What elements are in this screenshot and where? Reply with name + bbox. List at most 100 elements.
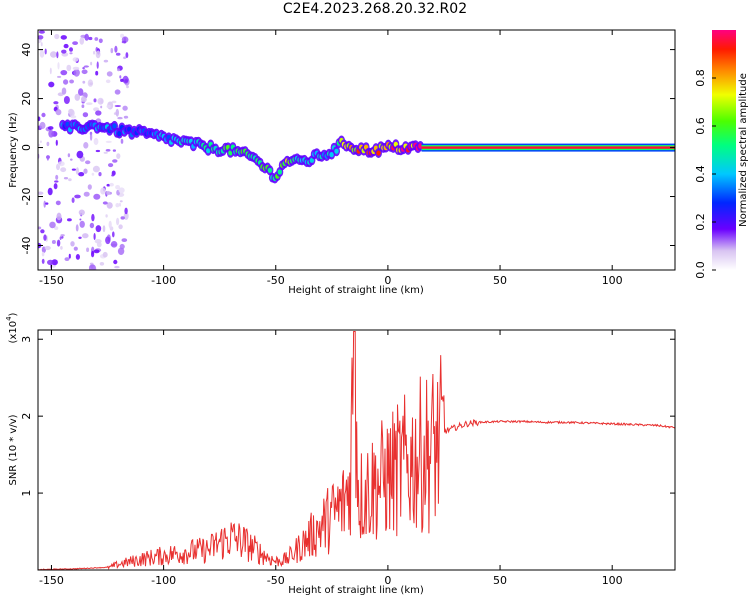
y-tick-label: 20 xyxy=(20,92,33,106)
noise-blob xyxy=(63,79,69,85)
snr-marks xyxy=(38,331,675,570)
noise-blob xyxy=(102,251,108,258)
noise-blob xyxy=(97,97,104,105)
noise-blob xyxy=(124,79,128,83)
noise-blob xyxy=(110,48,114,54)
noise-blob xyxy=(118,224,123,230)
noise-blob xyxy=(126,85,129,89)
noise-blob xyxy=(83,191,90,197)
noise-blob xyxy=(76,150,84,159)
noise-blob xyxy=(117,116,123,120)
noise-blob xyxy=(105,149,111,152)
ridge-blob xyxy=(117,131,122,137)
ridge-blob xyxy=(329,152,334,158)
noise-blob xyxy=(40,42,43,47)
noise-blob xyxy=(56,212,62,221)
noise-blob xyxy=(79,220,85,228)
y-tick-label: 3 xyxy=(20,336,33,343)
noise-blob xyxy=(51,240,56,244)
x-tick-label: 100 xyxy=(602,574,623,587)
y-tick-label: 2 xyxy=(20,413,33,420)
noise-blob xyxy=(73,68,80,77)
noise-blob xyxy=(98,38,103,44)
noise-blob xyxy=(89,133,93,141)
noise-blob xyxy=(81,96,87,103)
noise-blob xyxy=(60,167,67,173)
noise-blob xyxy=(93,249,100,254)
noise-blob xyxy=(72,57,79,62)
noise-blob xyxy=(69,109,75,117)
spectrogram-marks xyxy=(38,30,675,270)
noise-blob xyxy=(103,59,109,63)
noise-blob xyxy=(115,108,120,117)
noise-blob xyxy=(41,258,45,264)
noise-blob xyxy=(60,246,63,250)
svg-text:(x104): (x104) xyxy=(5,312,19,343)
noise-blob xyxy=(44,245,51,251)
spectrogram-x-label: Height of straight line (km) xyxy=(288,285,424,296)
x-tick-label: 50 xyxy=(493,274,507,287)
noise-blob xyxy=(91,250,95,258)
spectrogram-panel: -150 -100 -50 0 50 100 40 20 0 -20 -40 Height of … xyxy=(8,29,676,296)
noise-blob xyxy=(120,138,124,144)
ridge-blob xyxy=(309,157,315,163)
x-tick-label: -100 xyxy=(151,274,176,287)
y-tick-label: 1 xyxy=(20,490,33,497)
noise-blob xyxy=(89,82,93,85)
snr-panel: -150 -100 -50 0 50 100 1 2 3 Height of straight… xyxy=(5,312,676,596)
noise-blob xyxy=(113,259,118,265)
y-tick-label: -40 xyxy=(20,237,33,255)
noise-blob xyxy=(122,105,128,111)
noise-blob xyxy=(69,52,73,55)
noise-blob xyxy=(63,96,70,104)
noise-blob xyxy=(115,203,120,208)
noise-blob xyxy=(82,233,89,239)
snr-scale-label: (x104) xyxy=(5,312,19,343)
noise-blob xyxy=(95,110,102,116)
ridge-blob xyxy=(376,150,381,156)
x-tick-label: -50 xyxy=(267,574,285,587)
noise-blob xyxy=(106,190,111,196)
noise-blob xyxy=(124,207,128,215)
spectrogram-y-label: Frequency (Hz) xyxy=(8,112,19,188)
noise-blob xyxy=(95,225,102,233)
spectrogram-x-ticks: -150 -100 -50 0 50 100 xyxy=(39,30,623,287)
noise-blob xyxy=(57,75,62,78)
colorbar-tick-label: 0.6 xyxy=(694,117,707,135)
noise-blob xyxy=(54,33,60,40)
noise-blob xyxy=(75,167,79,175)
noise-blob xyxy=(89,262,94,265)
noise-blob xyxy=(114,105,122,107)
noise-blob xyxy=(51,259,58,266)
noise-blob xyxy=(67,218,72,222)
noise-blob xyxy=(123,56,127,60)
noise-blob xyxy=(38,35,44,40)
noise-blob xyxy=(44,48,47,55)
noise-blob xyxy=(81,104,85,108)
noise-blob xyxy=(54,180,59,183)
snr-y-ticks: 1 2 3 xyxy=(20,336,675,497)
noise-blob xyxy=(103,151,108,154)
noise-blob xyxy=(93,193,101,200)
noise-blob xyxy=(70,158,73,161)
noise-blob xyxy=(40,229,45,234)
y-tick-label: 40 xyxy=(20,43,33,57)
x-tick-label: 100 xyxy=(602,274,623,287)
noise-blob xyxy=(92,165,100,173)
noise-blob xyxy=(125,52,129,59)
noise-blob xyxy=(102,201,108,205)
noise-blob xyxy=(75,254,80,260)
x-tick-label: 50 xyxy=(493,574,507,587)
noise-blob xyxy=(38,116,41,122)
noise-blob xyxy=(38,226,42,230)
noise-blob xyxy=(120,216,125,220)
noise-blob xyxy=(105,214,108,218)
noise-blob xyxy=(74,194,81,199)
noise-blob xyxy=(106,183,111,187)
noise-blob xyxy=(60,70,68,76)
noise-blob xyxy=(83,65,90,68)
noise-blob xyxy=(69,47,73,52)
noise-blob xyxy=(114,265,120,269)
noise-blob xyxy=(105,140,112,143)
noise-blob xyxy=(67,153,71,158)
